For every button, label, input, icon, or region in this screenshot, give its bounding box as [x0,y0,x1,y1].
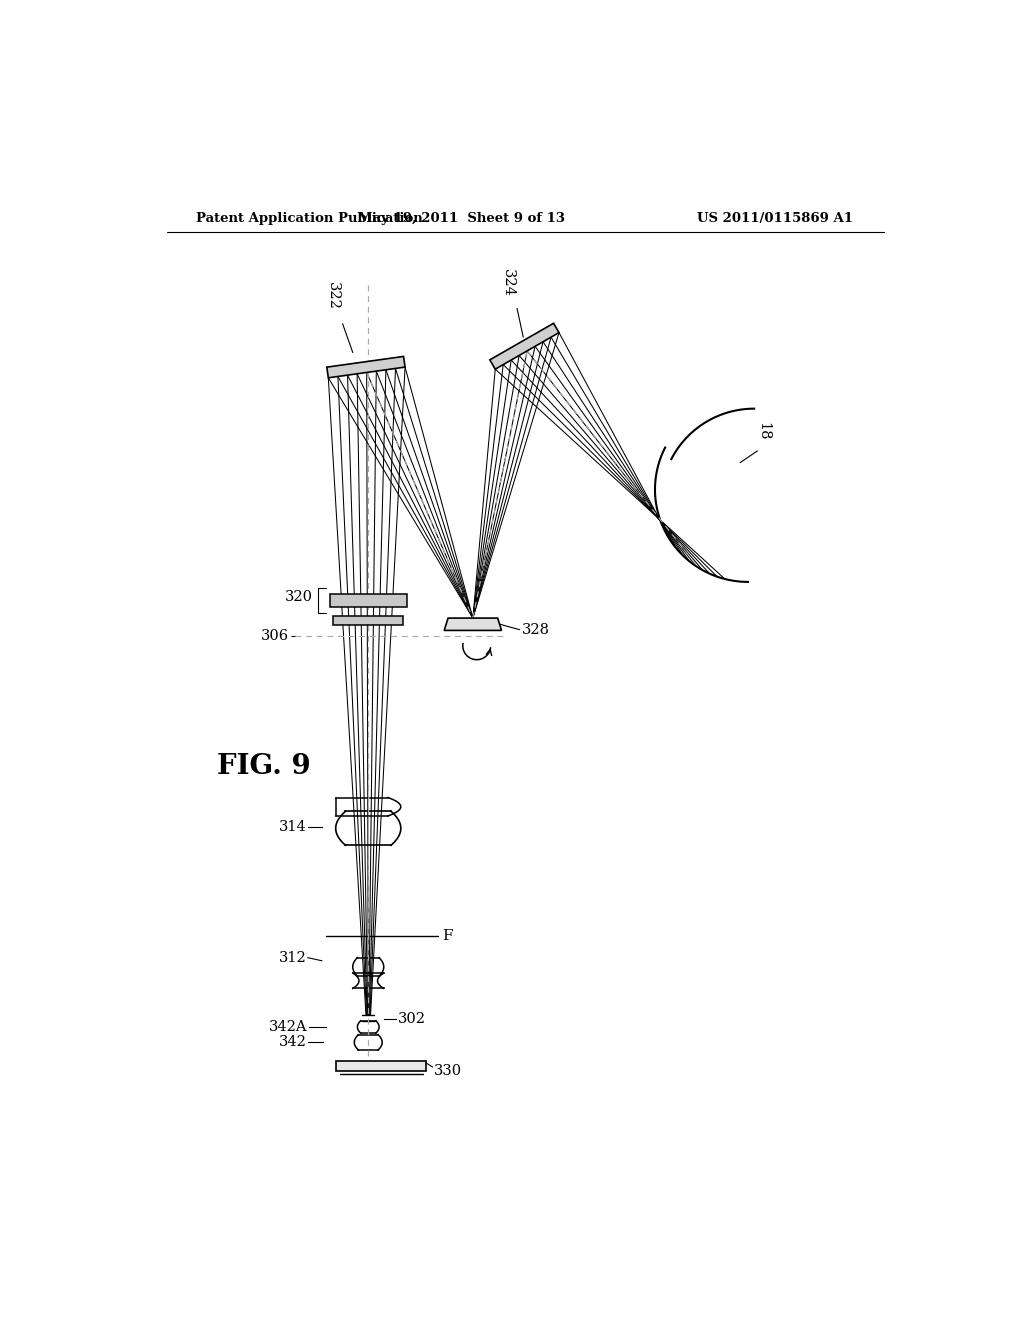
Polygon shape [330,594,407,607]
Text: 302: 302 [397,1012,426,1026]
Text: 306: 306 [261,628,289,643]
Polygon shape [336,1061,426,1071]
Polygon shape [444,618,502,631]
Text: 324: 324 [501,269,515,297]
Text: 328: 328 [521,623,550,636]
Text: FIG. 9: FIG. 9 [217,754,311,780]
Text: May 19, 2011  Sheet 9 of 13: May 19, 2011 Sheet 9 of 13 [357,213,565,224]
Text: 330: 330 [434,1064,462,1078]
Text: US 2011/0115869 A1: US 2011/0115869 A1 [696,213,853,224]
Polygon shape [489,323,559,370]
Text: Patent Application Publication: Patent Application Publication [197,213,423,224]
Text: 314: 314 [279,820,306,834]
Polygon shape [334,615,403,626]
Polygon shape [327,356,406,378]
Text: F: F [442,929,453,942]
Text: 322: 322 [327,281,340,309]
Text: 342A: 342A [269,1020,308,1034]
Text: 18: 18 [757,422,770,441]
Text: 312: 312 [279,950,306,965]
Text: 342: 342 [279,1035,306,1049]
Text: 320: 320 [285,590,312,605]
